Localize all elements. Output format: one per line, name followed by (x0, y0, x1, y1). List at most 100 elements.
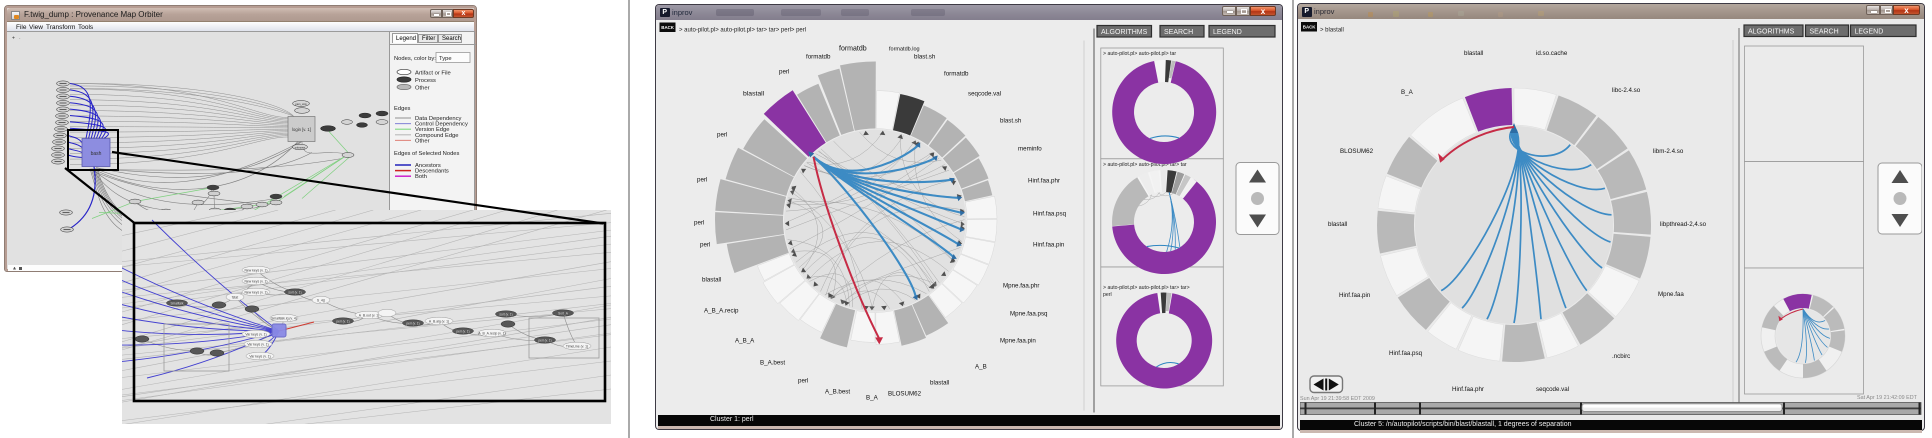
svg-text:blast.sh: blast.sh (1000, 117, 1022, 124)
svg-text:perl: perl (697, 176, 707, 183)
svg-text:id.so.cache: id.so.cache (1536, 50, 1568, 57)
svg-text:Edges of Selected Nodes: Edges of Selected Nodes (394, 151, 460, 157)
svg-text:Sun Apr 19 21:39:58 EDT 2009: Sun Apr 19 21:39:58 EDT 2009 (1300, 396, 1375, 402)
svg-text:perl (v. 1): perl (v. 1) (456, 329, 469, 333)
svg-text:sort (v. 1): sort (v. 1) (499, 312, 512, 316)
svg-text:blastall: blastall (1464, 50, 1483, 57)
svg-text:Hinf.faa.pin: Hinf.faa.pin (1033, 241, 1065, 248)
svg-text:perl: perl (694, 219, 704, 226)
svg-text:B_A: B_A (866, 394, 879, 401)
svg-text:perl: perl (1103, 292, 1112, 298)
svg-text:A_B_A.recip: A_B_A.recip (704, 307, 739, 314)
svg-text:Smalltalk.lg (v. 4): Smalltalk.lg (v. 4) (271, 316, 297, 320)
svg-text:perl (v. 1): perl (v. 1) (538, 338, 551, 342)
svg-text:New keys (v. 1): New keys (v. 1) (244, 268, 267, 272)
svg-text:Version Edge: Version Edge (415, 127, 449, 133)
svg-text:Var keys (v. 1): Var keys (v. 1) (245, 332, 266, 336)
svg-text:perl (v. 1): perl (v. 1) (336, 319, 349, 323)
svg-text:Var keys (v. 1): Var keys (v. 1) (249, 354, 270, 358)
svg-text:blastall: blastall (1328, 221, 1347, 228)
svg-text:BACK: BACK (661, 25, 675, 30)
svg-text:formatdb.log: formatdb.log (889, 46, 920, 52)
svg-text:formatdb: formatdb (806, 53, 831, 60)
svg-text:formatdb: formatdb (839, 45, 867, 52)
svg-text:Edges: Edges (394, 106, 411, 112)
svg-text:.ncbirc: .ncbirc (1612, 353, 1630, 360)
svg-text:S_4(): S_4() (317, 298, 325, 302)
svg-text:bash: bash (91, 151, 102, 157)
svg-text:formatdb: formatdb (944, 70, 969, 77)
svg-text:BLOSUM62: BLOSUM62 (1340, 148, 1374, 155)
svg-text:Sat Apr 19 21:42:09 EDT: Sat Apr 19 21:42:09 EDT (1857, 395, 1918, 401)
svg-text:Both: Both (415, 174, 427, 180)
svg-text:Var keys (v. 1): Var keys (v. 1) (247, 342, 268, 346)
svg-text:SEARCH: SEARCH (1810, 29, 1839, 36)
svg-text:BLOSUM62: BLOSUM62 (888, 390, 922, 397)
svg-text:+: + (12, 36, 15, 42)
svg-text:B_A: B_A (1401, 89, 1414, 96)
svg-text:B_A.best: B_A.best (760, 359, 785, 366)
svg-text:Hinf.faa.pin: Hinf.faa.pin (1339, 292, 1371, 299)
svg-text:Mpne.faa.psq: Mpne.faa.psq (1010, 310, 1048, 317)
svg-text:BACK: BACK (1303, 25, 1317, 30)
svg-text:Sort_A: Sort_A (558, 311, 569, 315)
svg-text:Nodes, color by:: Nodes, color by: (394, 56, 436, 62)
svg-text:ALGORITHMS: ALGORITHMS (1101, 29, 1148, 36)
svg-text:fstat: fstat (232, 295, 238, 299)
svg-text:libc-2.4.so: libc-2.4.so (1612, 87, 1641, 94)
svg-text:-: - (19, 35, 21, 40)
svg-text:Compound Edge: Compound Edge (415, 133, 459, 139)
svg-text:Other: Other (415, 138, 430, 144)
svg-text:Hinf.faa.psq: Hinf.faa.psq (1033, 210, 1067, 217)
svg-text:LEGEND: LEGEND (1855, 29, 1884, 36)
svg-text:Mpne.faa.pin: Mpne.faa.pin (1000, 337, 1036, 344)
svg-text:Smalltalk: Smalltalk (171, 301, 184, 305)
svg-text:A_B_A: A_B_A (735, 337, 755, 344)
svg-text:> auto-pilot.pl> auto-pilot.pl: > auto-pilot.pl> auto-pilot.pl> tar (1103, 51, 1176, 57)
svg-text:Process: Process (415, 78, 436, 84)
svg-text:seqcode.val: seqcode.val (1536, 386, 1569, 393)
svg-text:New keys (v. 1): New keys (v. 1) (244, 290, 267, 294)
svg-text:A_B.alg (v. 1): A_B.alg (v. 1) (429, 319, 449, 323)
svg-text:blastall: blastall (743, 90, 765, 97)
svg-text:Type: Type (439, 56, 452, 62)
svg-text:A_B.best: A_B.best (825, 388, 850, 395)
svg-text:perl (v. 1): perl (v. 1) (406, 321, 419, 325)
svg-text:Mpne.faa.phr: Mpne.faa.phr (1003, 282, 1039, 289)
svg-text:Hinf.faa.phr: Hinf.faa.phr (1028, 177, 1060, 184)
svg-text:Hinf.faa.psq: Hinf.faa.psq (1389, 350, 1423, 357)
svg-text:New keys (v. 1): New keys (v. 1) (244, 279, 267, 283)
svg-text:perl: perl (717, 131, 727, 138)
svg-text:blastall: blastall (930, 379, 949, 386)
svg-text:meminfo: meminfo (1018, 145, 1042, 152)
svg-text:> auto-pilot.pl> auto-pilot.pl: > auto-pilot.pl> auto-pilot.pl> tar> tar… (679, 27, 806, 33)
svg-text:LEGEND: LEGEND (1213, 29, 1242, 36)
svg-text:Hinf.faa.phr: Hinf.faa.phr (1452, 386, 1484, 393)
svg-text:sort (v. 1): sort (v. 1) (288, 290, 301, 294)
svg-text:Artifact or File: Artifact or File (415, 71, 451, 77)
svg-text:blastall: blastall (702, 276, 721, 283)
svg-text:login [v. 1]: login [v. 1] (292, 127, 311, 132)
svg-text:A_B_A.recip (v. 1): A_B_A.recip (v. 1) (478, 331, 505, 335)
svg-text:> auto-pilot.pl> auto-pilot.pl: > auto-pilot.pl> auto-pilot.pl> tar> tar (1103, 162, 1187, 168)
svg-text:A_B.out (v. 1): A_B.out (v. 1) (359, 313, 379, 317)
svg-text:Control Dependency: Control Dependency (415, 122, 468, 128)
svg-text:> blastall: > blastall (1320, 28, 1344, 34)
svg-text:> auto-pilot.pl> auto-pilot.pl: > auto-pilot.pl> auto-pilot.pl> tar> tar… (1103, 285, 1190, 291)
svg-text:libm-2.4.so: libm-2.4.so (1653, 148, 1684, 155)
svg-text:perl: perl (779, 68, 789, 75)
svg-text:unknown: unknown (295, 146, 306, 150)
svg-text:blast.sh: blast.sh (914, 53, 936, 60)
svg-text:perl: perl (798, 377, 808, 384)
svg-text:A_B: A_B (975, 363, 987, 370)
svg-text:Other: Other (415, 86, 430, 92)
svg-text:SEARCH: SEARCH (1164, 29, 1193, 36)
svg-text:TimeLine (v. 1): TimeLine (v. 1) (566, 344, 588, 348)
svg-text:perl: perl (700, 241, 710, 248)
svg-text:Mpne.faa: Mpne.faa (1658, 291, 1684, 298)
svg-text:seqcode.val: seqcode.val (968, 90, 1001, 97)
svg-text:libpthread-2,4.so: libpthread-2,4.so (1660, 221, 1707, 228)
svg-text:ALGORITHMS: ALGORITHMS (1748, 29, 1795, 36)
svg-text:pam_unix: pam_unix (295, 102, 307, 106)
svg-text:Data Dependency: Data Dependency (415, 116, 462, 122)
